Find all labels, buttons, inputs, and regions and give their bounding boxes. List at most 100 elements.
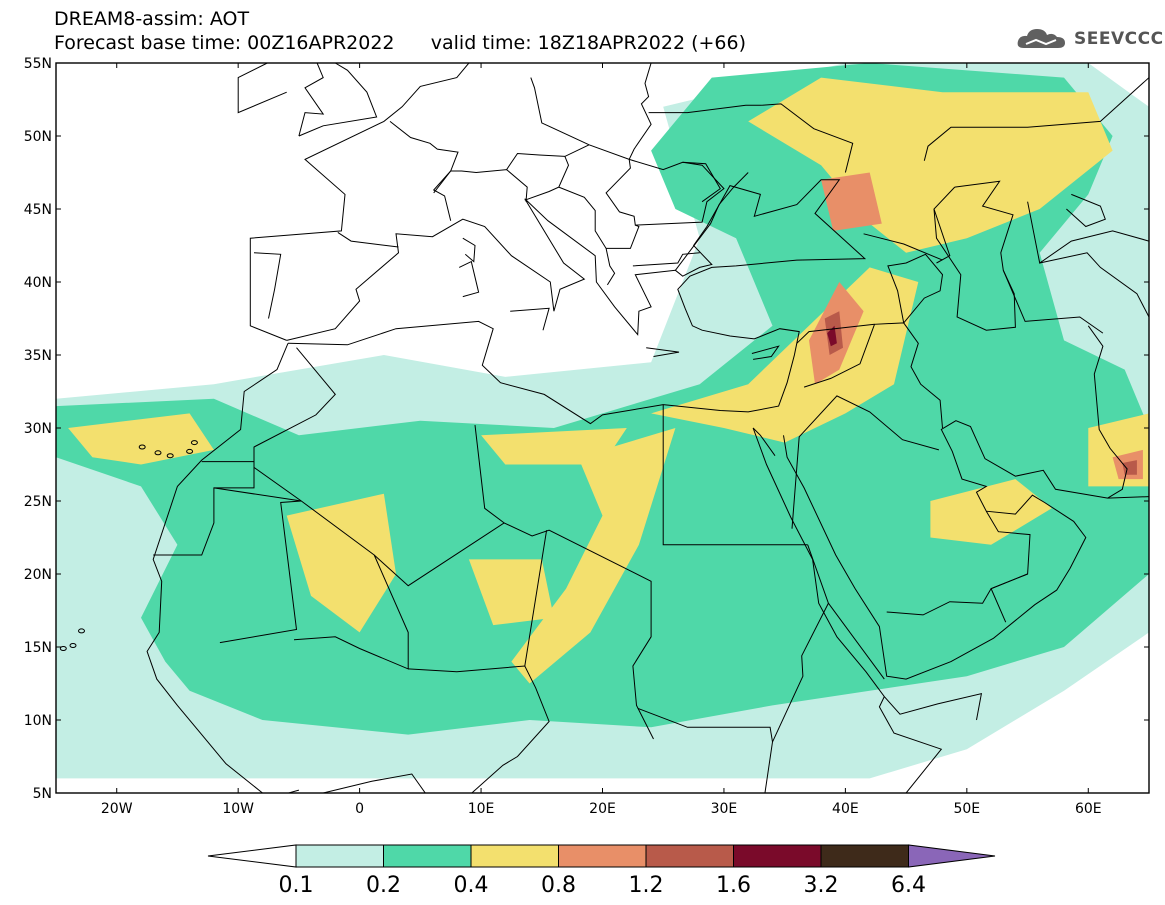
island-3 bbox=[186, 448, 194, 454]
island-2 bbox=[138, 444, 146, 450]
boundary-line-42 bbox=[524, 156, 570, 201]
colorbar-label: 3.2 bbox=[804, 873, 839, 898]
base-time: Forecast base time: 00Z16APR2022 bbox=[54, 32, 395, 54]
colorbar-label: 0.1 bbox=[279, 873, 314, 898]
boundary-line-25 bbox=[887, 253, 944, 324]
colorbar-label: 1.6 bbox=[716, 873, 751, 898]
lon-label: 50E bbox=[953, 801, 980, 817]
boundary-line-21 bbox=[878, 696, 943, 793]
boundary-line-27 bbox=[990, 573, 1028, 623]
lat-label: 30N bbox=[24, 421, 52, 437]
lon-label: 60E bbox=[1075, 801, 1102, 817]
colorbar-label: 0.4 bbox=[454, 873, 489, 898]
boundary-line-29 bbox=[1002, 270, 1104, 334]
colorbar-swatch-3 bbox=[470, 844, 559, 868]
boundary-line-1 bbox=[286, 179, 867, 425]
boundary-line-28 bbox=[1087, 325, 1128, 499]
boundary-line-18 bbox=[637, 707, 774, 793]
boundary-line-51 bbox=[458, 260, 480, 298]
colorbar-label: 0.8 bbox=[541, 873, 576, 898]
island-1 bbox=[154, 450, 162, 456]
lat-label: 15N bbox=[24, 640, 52, 656]
aot-region-3 bbox=[286, 493, 396, 633]
coastlines-borders bbox=[59, 63, 1149, 793]
boundary-line-50 bbox=[298, 63, 325, 137]
boundary-line-13 bbox=[253, 347, 336, 462]
boundary-line-23 bbox=[803, 322, 943, 429]
boundary-line-48 bbox=[237, 63, 287, 114]
boundary-line-53 bbox=[510, 307, 550, 331]
aot-region-14 bbox=[827, 325, 837, 347]
colorbar-swatch-1 bbox=[295, 844, 384, 868]
boundary-line-8 bbox=[1066, 193, 1106, 228]
lat-label: 5N bbox=[33, 786, 52, 802]
lon-label: 40E bbox=[832, 801, 859, 817]
boundary-line-55 bbox=[751, 345, 780, 360]
colorbar-lower-arrow bbox=[207, 844, 297, 868]
colorbar-swatch-6 bbox=[733, 844, 822, 868]
axis-labels: 55N 50N 45N 40N 35N 30N 25N 20N 15N 10N 5N 20W 10W 0 1… bbox=[24, 56, 1149, 817]
boundary-line-11 bbox=[474, 425, 505, 524]
boundary-line-49 bbox=[298, 63, 378, 137]
boundary-line-10 bbox=[253, 466, 654, 740]
lat-label: 55N bbox=[24, 56, 52, 72]
colorbar-swatch-7 bbox=[820, 844, 909, 868]
colorbar-label: 1.2 bbox=[629, 873, 664, 898]
valid-time: valid time: 18Z18APR2022 (+66) bbox=[430, 32, 747, 54]
boundary-line-41 bbox=[506, 144, 590, 170]
boundary-line-44 bbox=[632, 252, 700, 267]
boundary-line-54 bbox=[646, 347, 680, 357]
boundary-line-46 bbox=[253, 252, 282, 319]
colorbar-upper-arrow bbox=[908, 844, 996, 868]
boundary-line-5 bbox=[783, 420, 1149, 680]
lat-label: 10N bbox=[24, 713, 52, 729]
boundary-line-34 bbox=[933, 208, 951, 264]
colorbar-swatch-2 bbox=[383, 844, 472, 868]
island-5 bbox=[78, 628, 85, 634]
aot-region-8 bbox=[748, 77, 1113, 253]
seevccc-logo: SEEVCCC bbox=[1016, 24, 1164, 54]
boundary-line-19 bbox=[772, 544, 829, 743]
map-title: DREAM8-assim: AOT bbox=[54, 8, 250, 30]
colorbar-swatch-5 bbox=[645, 844, 734, 868]
lat-label: 40N bbox=[24, 275, 52, 291]
lat-label: 35N bbox=[24, 348, 52, 364]
island-4 bbox=[190, 440, 198, 446]
boundary-line-4 bbox=[752, 427, 983, 721]
boundary-line-47 bbox=[682, 161, 721, 203]
lon-label: 20E bbox=[589, 801, 616, 817]
forecast-times: Forecast base time: 00Z16APR2022 valid t… bbox=[54, 32, 746, 54]
boundary-line-3 bbox=[323, 773, 426, 793]
lat-label: 45N bbox=[24, 202, 52, 218]
lat-label: 25N bbox=[24, 494, 52, 510]
lon-label: 10E bbox=[468, 801, 495, 817]
island-7 bbox=[59, 646, 67, 651]
boundary-line-31 bbox=[530, 63, 652, 161]
boundary-line-24 bbox=[796, 323, 875, 344]
aot-region-4 bbox=[468, 559, 554, 626]
colorbar: 0.1 0.2 0.4 0.8 1.2 1.6 3.2 6.4 bbox=[207, 844, 996, 898]
boundary-line-30 bbox=[863, 233, 943, 261]
boundary-line-56 bbox=[286, 789, 300, 793]
boundary-line-15 bbox=[293, 554, 409, 670]
boundary-line-38 bbox=[337, 231, 399, 248]
aot-field-layer bbox=[56, 63, 1149, 779]
lon-label: 30E bbox=[711, 801, 738, 817]
boundary-line-36 bbox=[1027, 201, 1149, 264]
boundary-line-17 bbox=[524, 530, 548, 667]
boundary-line-43 bbox=[558, 186, 616, 286]
colorbar-swatch-4 bbox=[558, 844, 647, 868]
boundary-line-2 bbox=[146, 343, 289, 793]
boundary-line-35 bbox=[923, 77, 1149, 161]
boundary-line-14 bbox=[213, 487, 302, 644]
boundary-line-16 bbox=[408, 665, 550, 793]
boundary-line-20 bbox=[827, 602, 885, 680]
lat-label: 20N bbox=[24, 567, 52, 583]
boundary-line-33 bbox=[648, 103, 854, 173]
cloud-logo-icon bbox=[1017, 29, 1065, 48]
boundary-line-45 bbox=[606, 224, 640, 249]
boundary-line-40 bbox=[389, 121, 459, 221]
logo-text: SEEVCCC bbox=[1074, 29, 1164, 49]
boundary-line-12 bbox=[662, 404, 808, 546]
